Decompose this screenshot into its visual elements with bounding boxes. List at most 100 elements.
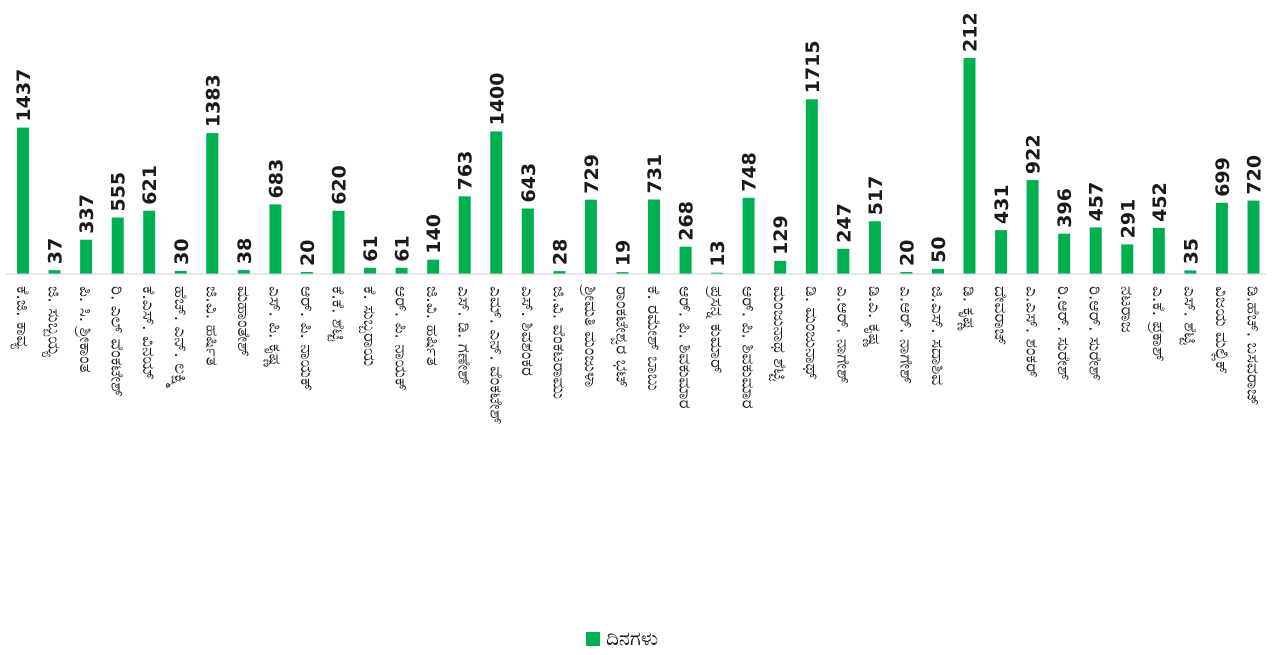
bar <box>774 260 787 274</box>
x-tick-label: ಡಿ.ಹೆಚ್. ಬಸವರಾಜ್ <box>1243 286 1263 406</box>
bar <box>995 230 1008 274</box>
x-tick-label: ಎಸ್. ಶೆಟ್ಟಿ <box>1179 286 1199 345</box>
legend: ದಿನಗಳು <box>586 626 658 650</box>
data-label: 28 <box>549 239 571 265</box>
x-tick-label: ಜಿ. ಸುಬ್ಬಯ್ಯ <box>42 286 64 358</box>
data-label: 20 <box>896 240 918 266</box>
bar <box>111 217 124 274</box>
data-label: 452 <box>1149 182 1171 222</box>
data-label: 19 <box>613 240 635 266</box>
data-label: 247 <box>833 203 855 243</box>
x-tick-label: ಎ.ಕೆ. ಪ್ರಕಾಶ್ <box>1148 286 1168 362</box>
data-label: 729 <box>581 154 603 194</box>
x-tick-label: ವಿಜಯ ಮಲ್ಲಿಕ್ <box>1211 286 1231 374</box>
data-label: 396 <box>1054 188 1076 228</box>
bar <box>174 270 187 274</box>
x-tick-label: ಕೆ. ರಮೇಶ್ ಬಾಬು <box>643 286 663 391</box>
x-tick-label: ಪ್ರಸನ್ನ ಕುಮಾರ್ <box>706 286 726 374</box>
bar <box>837 248 850 274</box>
bar <box>17 127 29 274</box>
x-tick-label: ಎಮ್. ಎನ್. ವೆಂಕಟೇಶ್ <box>485 286 505 424</box>
plot-area: 1437 ಕೆ.ಜಿ. ಕಾವ್ಯ 37 ಜಿ. ಸುಬ್ಬಯ್ಯ 337 ಪಿ. ಸಿ.… <box>10 12 1265 424</box>
bar <box>932 268 944 274</box>
bar <box>1152 227 1165 274</box>
x-tick-label: ರಾಂಕಟೇಶ್ವರ ಭಟ್ <box>611 286 632 388</box>
bar <box>206 133 219 274</box>
bar <box>616 272 629 274</box>
data-label: 61 <box>392 235 414 261</box>
bar <box>584 199 597 274</box>
bar <box>80 239 93 274</box>
bar <box>1184 270 1197 274</box>
x-tick-label: ರಿ.ಆರ್. ಸುರೇಶ್ <box>1053 286 1073 381</box>
bar <box>269 204 282 274</box>
data-label: 621 <box>139 165 161 205</box>
bar <box>711 272 724 274</box>
bar <box>679 246 692 274</box>
bar <box>48 270 61 274</box>
data-label: 748 <box>739 152 761 192</box>
x-tick-label: ಕೆ.ಜಿ. ಕಾವ್ಯ <box>10 286 32 350</box>
data-label: 129 <box>770 215 792 255</box>
x-tick-label: ಕೆ.ಕೆ. ಶೆಟ್ಟಿ <box>328 286 348 342</box>
data-label: 555 <box>108 172 130 212</box>
x-tick-label: ಎಸ್. ಪಿ. ಕೃಷ್ಣ <box>263 286 284 368</box>
data-label: 337 <box>76 194 98 234</box>
bar <box>648 199 660 274</box>
data-label: 517 <box>865 176 887 216</box>
bar <box>1121 244 1134 274</box>
x-tick-label: ದೇವರಾಜ್ <box>990 286 1010 345</box>
data-label: 620 <box>329 165 351 205</box>
x-tick-label: ಹೆಚ್. ಎನ್. ಲಕ್ಷ್ಮಿ <box>166 286 190 389</box>
bar <box>458 196 471 274</box>
x-tick-label: ರಿ.ಆರ್. ಸುರೇಶ್ <box>1085 286 1105 381</box>
data-label: 38 <box>234 238 256 264</box>
x-tick-label: ಜಿ.ವಿ. ಹರ್ಷಿತ <box>201 286 221 366</box>
data-label: 37 <box>45 238 67 264</box>
x-tick-label: ಎ.ಆರ್. ನಾಗೇಶ್ <box>832 286 852 384</box>
data-label: 1715 <box>802 40 824 93</box>
x-tick-label: ಎ.ಎಸ್. ಶಂಕರ್ <box>1022 286 1042 378</box>
bar <box>143 210 156 274</box>
data-label: 268 <box>676 201 698 241</box>
x-tick-label: ಜಿ.ಎಸ್. ಸದಾಶಿವ <box>927 286 947 385</box>
x-tick-label: ಎ.ಆರ್. ನಾಗೇಶ್ <box>895 286 915 384</box>
x-tick-label: ಎಸ್. ಡಿ. ಗಣೇಶ್ <box>454 286 474 385</box>
bar <box>490 131 503 274</box>
data-label: 212 <box>960 12 982 52</box>
data-label: 140 <box>423 214 445 254</box>
x-tick-label: ನಟರಾಜ <box>1116 286 1136 333</box>
x-tick-label: ಪಿ. ಸಿ. ಶ್ರೀಕಾಂತ <box>75 286 95 373</box>
x-tick-label: ಡಿ.ಎ. ಕೃಷ್ಣ <box>863 286 884 347</box>
bar <box>395 267 408 274</box>
data-label: 30 <box>171 238 193 264</box>
x-tick-label: ಕೆ. ಸುಬ್ಬರಾಯ <box>359 286 379 366</box>
x-tick-label: ಮಂಜುನಾಥ ಶೆಟ್ಟಿ <box>769 286 789 381</box>
data-label: 20 <box>297 240 319 266</box>
x-tick-label: ಡಿ. ಮಂಜುನಾಥ್ <box>801 286 821 380</box>
bar <box>332 210 345 274</box>
x-tick-label: ಡಿ. ಕೃಷ್ಣ <box>958 286 979 331</box>
bar <box>364 267 377 274</box>
bar <box>900 272 913 274</box>
data-label: 457 <box>1086 182 1108 222</box>
bar <box>868 221 881 274</box>
bar <box>1058 233 1071 274</box>
legend-label: ದಿನಗಳು <box>606 626 658 650</box>
bar <box>1089 227 1102 274</box>
data-label: 1383 <box>202 74 224 127</box>
data-label: 643 <box>518 163 540 203</box>
data-label: 699 <box>1212 157 1234 197</box>
data-label: 50 <box>928 236 950 262</box>
data-label: 731 <box>644 154 666 194</box>
bar <box>805 99 818 274</box>
data-label: 1437 <box>13 69 35 122</box>
x-tick-label: ಜಿ.ವಿ. ವೆಂಕಟರಾಮು <box>548 286 568 399</box>
bar <box>521 208 534 274</box>
x-tick-label: ಶ್ರೀಮತಿ ಮಂಜುಳಾ <box>580 284 600 387</box>
bar <box>237 270 250 274</box>
x-tick-label: ರಿ. ಎಲ್ ವೆಂಕಟೇಶ್ <box>107 286 127 397</box>
bar <box>1215 202 1228 274</box>
data-label: 683 <box>265 159 287 199</box>
